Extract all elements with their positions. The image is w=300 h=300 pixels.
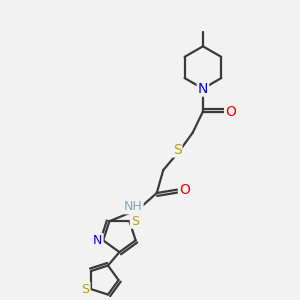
Text: S: S [82,283,90,296]
Text: O: O [179,182,190,197]
Text: N: N [93,234,103,247]
Text: N: N [198,82,208,96]
Text: S: S [173,142,182,157]
Text: NH: NH [124,200,142,213]
Text: O: O [225,105,236,118]
Text: S: S [131,215,139,228]
